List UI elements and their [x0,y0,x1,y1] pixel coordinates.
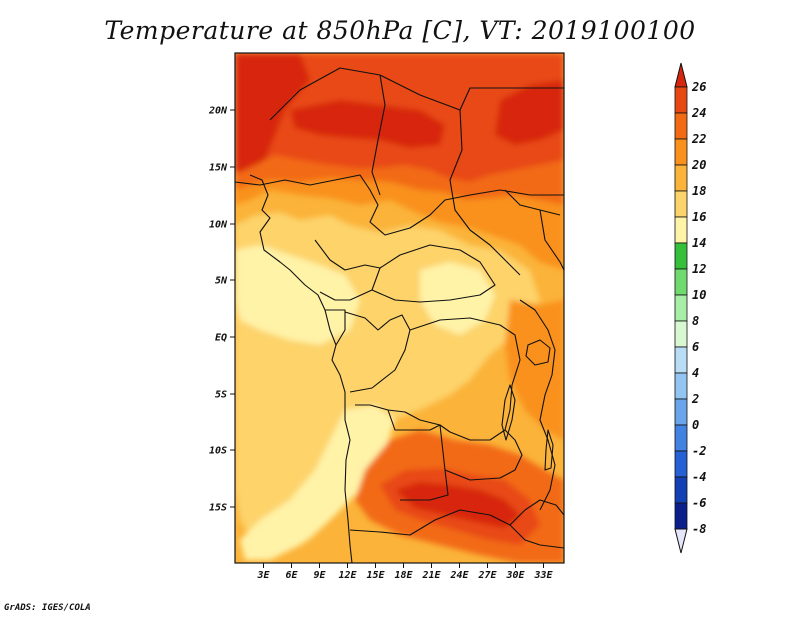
country-borders [235,67,564,563]
credit-label: GrADS: IGES/COLA [4,603,91,613]
border-car [371,244,496,303]
lat-tick-label: 15N [209,163,228,174]
colorbar-swatch [674,112,688,140]
colorbar-swatch [674,242,688,270]
field-26c-north-west [235,53,310,172]
colorbar-label: 22 [691,132,706,146]
border-sahel [235,174,564,236]
colorbar-label: 12 [692,262,706,276]
colorbar-swatch [674,346,688,374]
border-south [349,509,564,549]
colorbar-lower-triangle [674,528,688,554]
map-frame [234,52,565,564]
colorbar-label: 2 [691,392,699,406]
lake-malawi [544,429,554,471]
field-16c-south [240,405,395,560]
colorbar-label: 10 [692,288,706,302]
colorbar-label: -6 [692,496,706,510]
lat-tick-label: 10N [209,220,228,231]
field-16c-west [235,245,360,345]
temperature-field [235,53,564,563]
colorbar-swatch [674,190,688,218]
lon-tick-label: 9E [313,570,326,581]
colorbar-swatch [674,268,688,296]
west-coast [249,174,353,563]
lat-tick-label: 20N [208,106,228,117]
colorbar-swatch [674,294,688,322]
lat-tick-labels: 20N 15N 10N 5N EQ 5S 10S 15S [208,106,228,514]
field-26c-south [395,482,520,528]
lat-tick-label: 10S [209,446,227,457]
lon-axis [263,563,544,568]
lon-tick-label: 27E [477,570,497,581]
border-gabon [325,309,346,346]
colorbar-swatch [674,138,688,166]
border-east-sudan [504,189,561,216]
colorbar-label: 18 [692,184,706,198]
colorbar-swatch [674,424,688,452]
colorbar-swatch [674,398,688,426]
lon-tick-label: 33E [533,570,553,581]
page-title: Temperature at 850hPa [C], VT: 201910010… [104,16,696,45]
border-angola-zambia [387,409,449,501]
border-east-lakes [519,299,556,511]
field-26c-north-east [495,80,564,145]
lon-tick-label: 21E [421,570,441,581]
colorbar-swatch [674,476,688,504]
lat-tick-label: 15S [209,503,227,514]
lon-tick-label: 3E [256,570,270,581]
lat-tick-label: EQ [215,333,227,344]
lon-tick-label: 12E [338,570,357,581]
colorbar-swatch [674,164,688,192]
colorbar-label: 14 [692,236,706,250]
border-congo [344,311,411,393]
colorbar-label: 4 [692,366,699,380]
lat-axis [230,109,235,508]
field-26c-north-center [290,100,445,148]
colorbar-label: 6 [692,340,699,354]
lake-victoria [525,339,551,366]
colorbar-label: 8 [692,314,699,328]
colorbar-label: 24 [691,106,706,120]
colorbar-label: 26 [691,80,706,94]
colorbar-label: 0 [692,418,699,432]
lon-tick-label: 6E [285,570,298,581]
border-ethiopia [539,209,564,271]
border-zambia [444,429,523,481]
colorbar-swatch [674,216,688,244]
lon-tick-label: 24E [449,570,469,581]
border-chad-sudan [449,109,521,276]
lat-tick-label: 5N [215,276,228,287]
lat-tick-label: 5S [215,390,227,401]
colorbar-swatch [674,450,688,478]
colorbar-label: 20 [691,158,706,172]
lon-tick-label: 30E [505,570,525,581]
colorbar-label: -2 [692,444,706,458]
colorbar-upper-triangle [674,62,688,88]
colorbar-swatch [674,502,688,530]
lon-tick-labels: 3E 6E 9E 12E 15E 18E 21E 24E 27E 30E 33E [256,570,553,581]
colorbar-label: 16 [692,210,706,224]
border-zimbabwe [509,499,564,526]
colorbar-swatch [674,372,688,400]
lon-tick-label: 18E [394,570,413,581]
lake-tanganyika [501,384,516,441]
border-drc [355,317,521,441]
colorbar-swatch [674,320,688,348]
lon-tick-label: 15E [366,570,385,581]
colorbar-label: -4 [692,470,706,484]
colorbar-label: -8 [692,522,706,536]
border-north [269,67,564,121]
colorbar-swatch [674,86,688,114]
border-niger-chad [371,74,386,196]
